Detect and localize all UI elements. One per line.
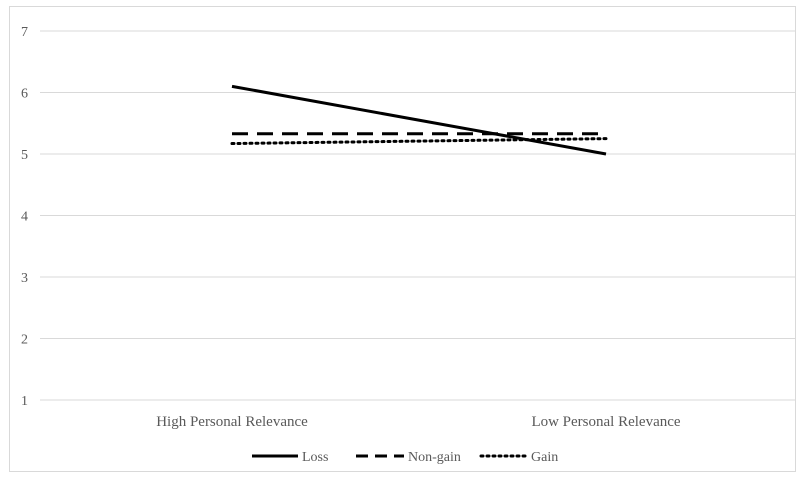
y-tick-label: 7 — [21, 25, 28, 40]
x-axis-categories: High Personal Relevance Low Personal Rele… — [156, 414, 681, 430]
gridlines — [40, 30, 796, 401]
legend-label: Loss — [302, 450, 328, 465]
y-tick-label: 3 — [21, 271, 28, 286]
y-tick-label: 1 — [21, 394, 28, 409]
legend-label: Gain — [531, 450, 558, 465]
series-line-loss — [231, 84, 607, 156]
series-lines — [230, 84, 608, 156]
y-tick-label: 2 — [21, 333, 28, 348]
y-tick-label: 4 — [21, 210, 28, 225]
y-axis-ticks: 1 2 3 4 5 6 7 — [21, 25, 28, 409]
legend-label: Non-gain — [408, 450, 461, 465]
series-line-gain — [230, 137, 608, 146]
legend: Loss Non-gain Gain — [252, 450, 558, 465]
y-tick-label: 5 — [21, 148, 28, 163]
y-tick-label: 6 — [21, 87, 28, 102]
chart-frame — [9, 6, 796, 472]
x-category-label: High Personal Relevance — [156, 414, 308, 430]
x-category-label: Low Personal Relevance — [531, 414, 680, 430]
